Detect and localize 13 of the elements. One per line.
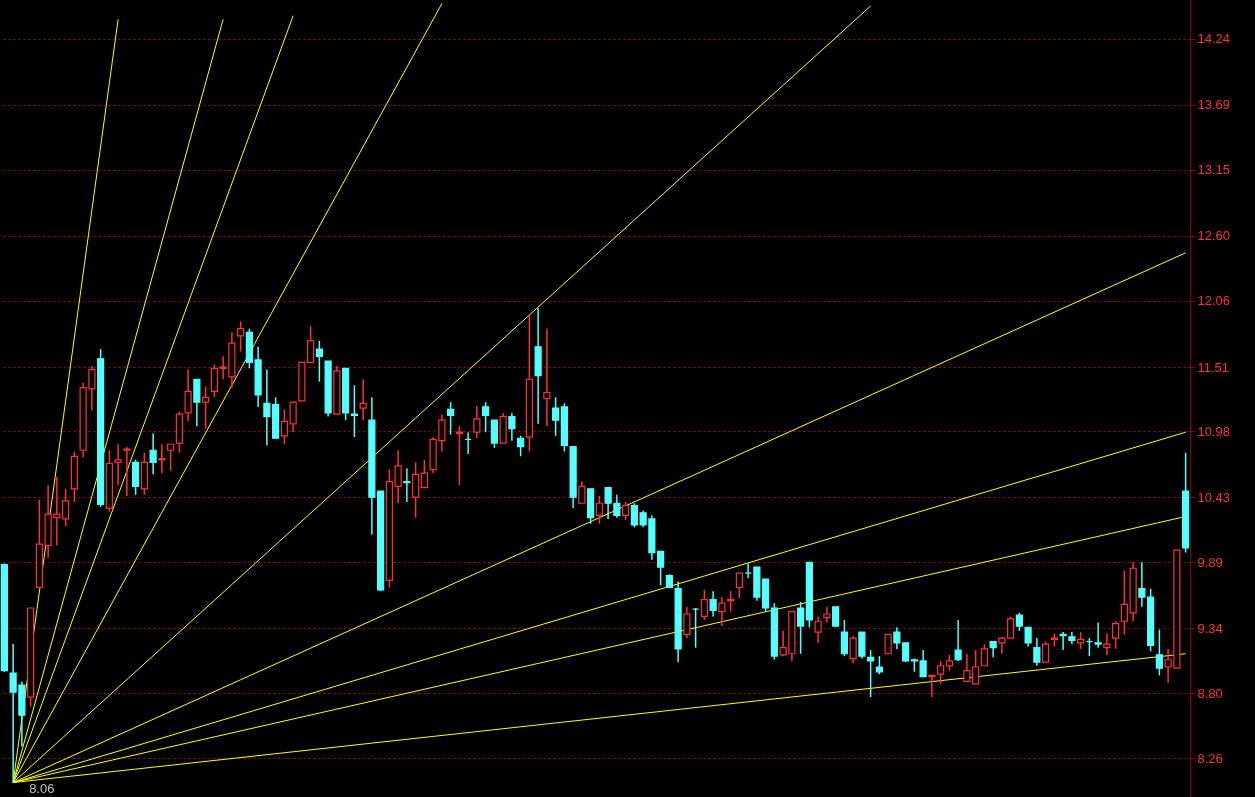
y-tick-label: 13.15 — [1197, 162, 1231, 178]
y-tick-label: 10.43 — [1197, 489, 1231, 505]
y-tick-label: 8.26 — [1197, 750, 1223, 766]
y-tick-label: 9.34 — [1197, 620, 1223, 636]
y-tick-label: 10.98 — [1197, 423, 1231, 439]
y-tick-label: 9.89 — [1197, 554, 1223, 570]
y-tick-label: 11.51 — [1197, 359, 1230, 375]
y-tick-label: 12.60 — [1197, 228, 1231, 244]
y-tick-label: 14.24 — [1197, 31, 1231, 47]
y-tick-label: 12.06 — [1197, 293, 1231, 309]
annotation: 8.06 — [29, 780, 55, 796]
y-tick-label: 13.69 — [1197, 97, 1231, 113]
y-tick-label: 8.80 — [1197, 685, 1223, 701]
